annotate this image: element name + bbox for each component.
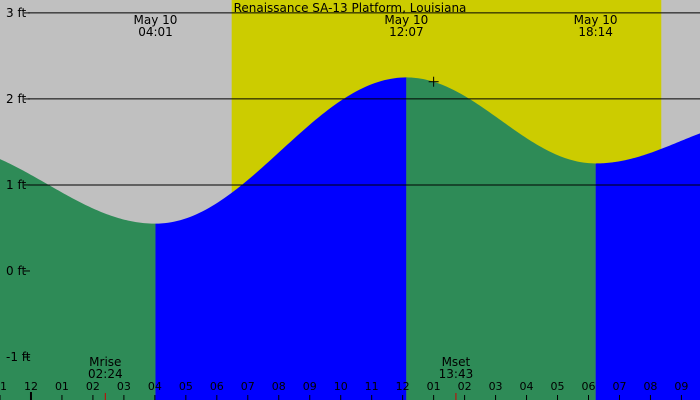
tide-area (0, 77, 700, 400)
falling-tide-segment (0, 159, 156, 400)
moon-event-time: 13:43 (439, 367, 474, 381)
x-tick-label: 05 (551, 380, 565, 393)
reference-lines (28, 12, 700, 186)
y-tick-label: 3 ft (6, 6, 26, 20)
x-axis: 11 12 01 02 03 04 05 06 07 08 09 10 11 12 01 02 03 04 05 06… (0, 380, 688, 400)
x-tick-label: 06 (581, 380, 595, 393)
extreme-time-label: 04:01 (138, 25, 173, 39)
x-tick-label: 11 (365, 380, 379, 393)
x-tick-label: 08 (272, 380, 286, 393)
y-tick-label: 1 ft (6, 178, 26, 192)
moon-event-time: 02:24 (88, 367, 123, 381)
y-axis-labels: 3 ft 2 ft 1 ft 0 ft -1 ft (6, 6, 31, 364)
cursor-crosshair (428, 76, 439, 87)
x-tick-label: 11 (0, 380, 7, 393)
x-tick-label: 07 (241, 380, 255, 393)
x-tick-label: 06 (210, 380, 224, 393)
x-tick-label: 07 (612, 380, 626, 393)
x-tick-label: 02 (86, 380, 100, 393)
rising-tide-segment (595, 133, 700, 400)
extreme-date-label: May 10 (574, 13, 618, 27)
x-tick-label: 03 (489, 380, 503, 393)
x-tick-label: 04 (520, 380, 534, 393)
rising-tide-segment (155, 77, 407, 400)
x-tick-label: 02 (458, 380, 472, 393)
x-tick-label: 12 (396, 380, 410, 393)
x-tick-label: 01 (55, 380, 69, 393)
y-tick-label: 0 ft (6, 264, 26, 278)
moon-event-label: Mrise (89, 355, 121, 369)
chart-title: Renaissance SA-13 Platform, Louisiana (234, 1, 467, 15)
x-tick-label: 04 (148, 380, 162, 393)
extreme-time-label: 12:07 (389, 25, 424, 39)
falling-tide-segment (406, 77, 596, 400)
x-tick-label: 08 (643, 380, 657, 393)
x-tick-label: 10 (334, 380, 348, 393)
x-tick-label: 09 (674, 380, 688, 393)
x-tick-label: 05 (179, 380, 193, 393)
x-tick-label: 12 (24, 380, 38, 393)
moon-event-label: Mset (442, 355, 471, 369)
x-tick-label: 09 (303, 380, 317, 393)
x-tick-label: 01 (427, 380, 441, 393)
x-tick-label: 03 (117, 380, 131, 393)
extreme-date-label: May 10 (134, 13, 178, 27)
y-tick-label: 2 ft (6, 92, 26, 106)
y-tick-label: -1 ft (6, 350, 31, 364)
extreme-date-label: May 10 (384, 13, 428, 27)
extreme-time-label: 18:14 (578, 25, 613, 39)
